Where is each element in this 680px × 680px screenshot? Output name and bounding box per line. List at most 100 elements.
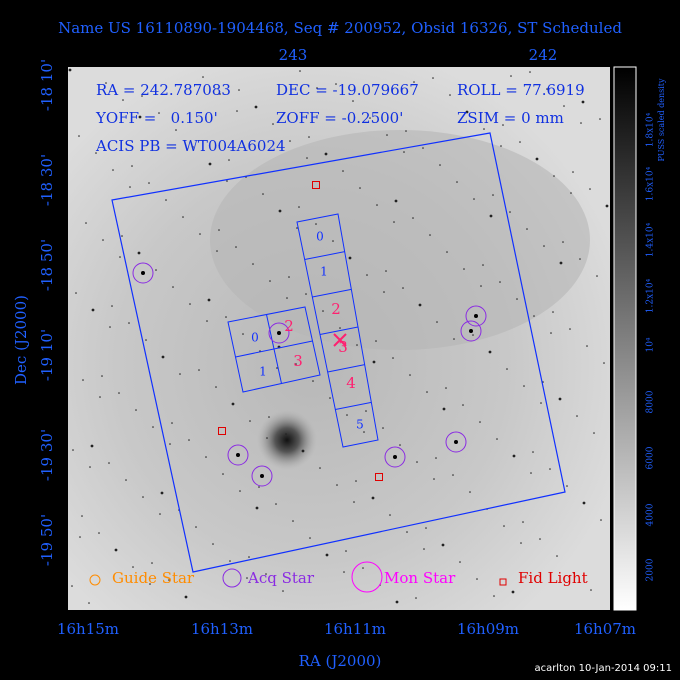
star bbox=[369, 117, 371, 119]
y-tick-label: -19 50' bbox=[38, 514, 56, 566]
star bbox=[383, 291, 385, 293]
star bbox=[465, 110, 469, 114]
colorbar-label: 1.8x10⁴ bbox=[646, 112, 656, 147]
star bbox=[128, 322, 130, 324]
legend-label: Mon Star bbox=[384, 569, 456, 587]
star bbox=[89, 466, 91, 468]
star bbox=[552, 311, 554, 313]
star bbox=[445, 387, 447, 389]
x-axis-title: RA (J2000) bbox=[299, 652, 382, 670]
star bbox=[382, 427, 384, 429]
star bbox=[265, 573, 267, 575]
star bbox=[325, 553, 329, 557]
chip-line bbox=[235, 340, 313, 358]
star bbox=[278, 209, 282, 213]
star bbox=[102, 239, 104, 241]
star bbox=[389, 514, 391, 516]
star bbox=[78, 135, 80, 137]
star bbox=[179, 373, 181, 375]
star bbox=[289, 140, 291, 142]
star bbox=[459, 561, 461, 563]
star bbox=[596, 275, 598, 277]
star bbox=[298, 206, 300, 208]
star bbox=[523, 385, 525, 387]
star bbox=[346, 414, 348, 416]
star bbox=[558, 397, 562, 401]
star bbox=[248, 556, 250, 558]
colorbar-label: 8000 bbox=[646, 390, 656, 413]
star bbox=[132, 566, 134, 568]
colorbar-label: 1.6x10⁴ bbox=[646, 166, 656, 201]
star bbox=[268, 416, 270, 418]
star bbox=[95, 152, 97, 154]
star bbox=[530, 472, 532, 474]
star bbox=[345, 550, 347, 552]
star bbox=[433, 478, 435, 480]
star bbox=[260, 474, 264, 478]
colorbar-label: 6000 bbox=[646, 446, 656, 469]
star bbox=[469, 329, 473, 333]
chip-label: 1 bbox=[259, 365, 267, 379]
star bbox=[365, 410, 367, 412]
info-ra: RA = 242.787083 bbox=[96, 81, 231, 99]
star bbox=[526, 228, 528, 230]
star bbox=[336, 484, 338, 486]
star bbox=[215, 386, 217, 388]
star bbox=[586, 345, 588, 347]
star bbox=[335, 83, 337, 85]
star bbox=[472, 334, 474, 336]
star bbox=[539, 538, 541, 540]
star bbox=[125, 479, 127, 481]
star bbox=[356, 344, 358, 346]
star bbox=[198, 369, 200, 371]
star bbox=[142, 496, 144, 498]
star bbox=[202, 76, 204, 78]
star bbox=[474, 314, 478, 318]
star bbox=[605, 204, 609, 208]
star bbox=[219, 93, 221, 95]
top-tick-label: 242 bbox=[529, 46, 558, 64]
star bbox=[236, 110, 238, 112]
chip-label: 2 bbox=[331, 300, 341, 318]
x-tick-label: 16h13m bbox=[191, 620, 253, 638]
y-tick-label: -18 10' bbox=[38, 59, 56, 111]
star bbox=[308, 136, 310, 138]
star bbox=[480, 285, 482, 287]
star bbox=[149, 583, 151, 585]
star bbox=[563, 105, 565, 107]
star bbox=[225, 316, 227, 318]
star bbox=[286, 297, 288, 299]
star bbox=[403, 151, 405, 153]
star bbox=[305, 293, 307, 295]
star bbox=[228, 159, 230, 161]
star bbox=[436, 321, 438, 323]
acq-star bbox=[227, 444, 249, 466]
chip-label: 4 bbox=[346, 374, 356, 392]
legend-label: Guide Star bbox=[112, 569, 195, 587]
star bbox=[393, 455, 397, 459]
footer: acarlton 10-Jan-2014 09:11 bbox=[534, 663, 672, 674]
star bbox=[275, 503, 277, 505]
star bbox=[535, 157, 539, 161]
y-axis-title: Dec (J2000) bbox=[12, 295, 30, 385]
star bbox=[306, 157, 308, 159]
star bbox=[549, 468, 551, 470]
star bbox=[161, 355, 165, 359]
star bbox=[520, 542, 522, 544]
colorbar-label: 10⁴ bbox=[646, 337, 656, 352]
star bbox=[315, 223, 317, 225]
star bbox=[135, 409, 137, 411]
fid-light bbox=[375, 473, 383, 481]
y-tick-label: -19 10' bbox=[38, 329, 56, 381]
star bbox=[532, 451, 534, 453]
star bbox=[412, 217, 414, 219]
star bbox=[121, 235, 123, 237]
x-tick-label: 16h07m bbox=[574, 620, 636, 638]
star bbox=[175, 129, 177, 131]
chip-label: 1 bbox=[320, 265, 328, 279]
star bbox=[195, 526, 197, 528]
star bbox=[423, 548, 425, 550]
chip-line bbox=[319, 326, 359, 335]
acis-i bbox=[227, 306, 321, 393]
star bbox=[339, 327, 341, 329]
